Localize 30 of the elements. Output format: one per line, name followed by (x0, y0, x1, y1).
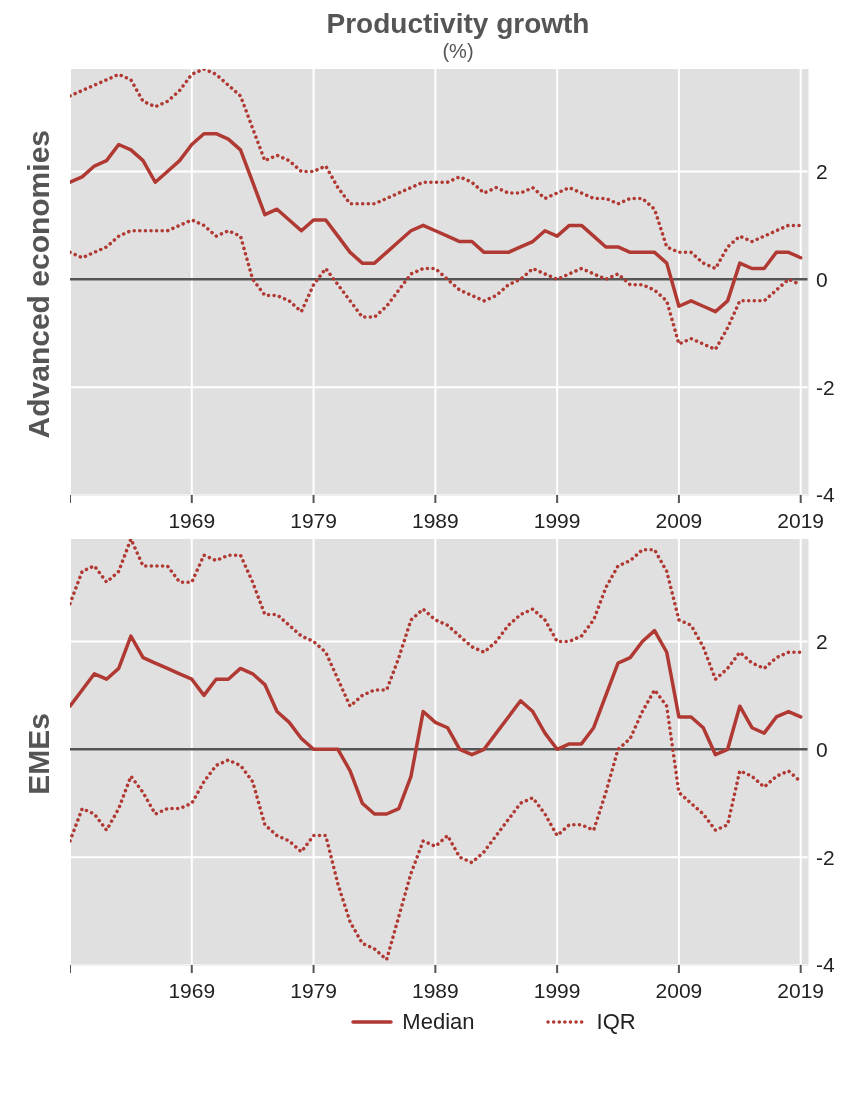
line-series (70, 539, 803, 708)
x-tick-label: 2009 (655, 508, 703, 532)
x-tick-label: 1999 (533, 978, 581, 1002)
x-tick-label: 1989 (411, 508, 459, 532)
x-tick-label: 1989 (411, 978, 459, 1002)
y-axis-title: EMEs (22, 713, 56, 795)
x-tick-label: 2019 (777, 978, 825, 1002)
line-series (70, 131, 803, 314)
x-tick-label: 1969 (168, 508, 216, 532)
line-series (70, 628, 803, 816)
chart-subtitle: (%) (441, 40, 475, 63)
x-tick-label: 1979 (290, 978, 337, 1002)
y-tick-label: -2 (816, 375, 835, 399)
legend-label: IQR (596, 1009, 636, 1035)
x-tick-label: 1999 (533, 508, 581, 532)
y-tick-label: 0 (816, 267, 828, 291)
chart-title: Productivity growth (325, 8, 591, 40)
y-tick-label: -2 (816, 845, 835, 869)
y-tick-label: 2 (816, 629, 828, 653)
y-tick-label: -4 (816, 953, 835, 977)
x-tick-label: 2009 (655, 978, 703, 1002)
x-tick-label: 2019 (777, 508, 825, 532)
line-series (70, 69, 803, 271)
y-tick-label: -4 (816, 483, 835, 507)
legend-label: Median (402, 1009, 475, 1035)
x-tick-label: 1969 (168, 978, 216, 1002)
y-tick-label: 0 (816, 737, 828, 761)
y-axis-title: Advanced economies (22, 129, 56, 439)
x-tick-label: 1979 (290, 508, 337, 532)
y-tick-label: 2 (816, 159, 828, 183)
